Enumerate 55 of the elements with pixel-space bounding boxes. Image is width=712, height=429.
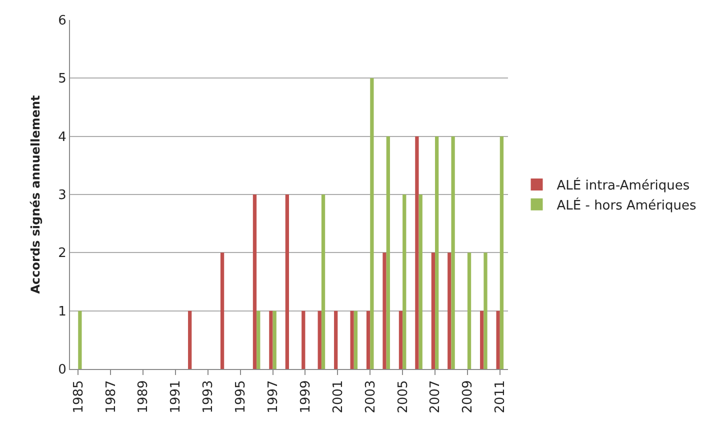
x-tick-label: 1989 <box>136 380 152 414</box>
bar <box>302 310 306 369</box>
bar <box>220 252 224 369</box>
bar <box>269 310 273 369</box>
bar <box>435 136 439 369</box>
bar <box>402 194 406 369</box>
bar <box>467 252 472 369</box>
bar <box>370 78 374 369</box>
bar <box>398 310 403 369</box>
bar <box>78 310 82 369</box>
y-tick-label: 0 <box>58 362 66 378</box>
x-tick-label: 1993 <box>201 380 216 414</box>
x-tick-label: 1987 <box>104 380 119 414</box>
bar <box>285 194 289 369</box>
bar <box>334 310 338 369</box>
bar <box>188 310 192 369</box>
x-tick-label: 1999 <box>298 380 314 414</box>
bar <box>350 310 354 369</box>
x-tick-label: 2009 <box>460 380 476 414</box>
y-tick-label: 3 <box>58 188 66 204</box>
bar <box>382 252 386 369</box>
x-tick-label: 2007 <box>428 380 444 414</box>
x-tick-label: 2001 <box>330 380 346 414</box>
legend-label: ALÉ - hors Amériques <box>556 196 697 214</box>
y-tick-label: 2 <box>58 246 66 262</box>
x-tick-label: 1991 <box>168 380 184 414</box>
bar <box>500 136 504 369</box>
bar <box>448 252 452 369</box>
bar <box>484 252 488 369</box>
bar <box>480 310 484 369</box>
y-axis-title: Accords signés annuellement <box>28 94 42 294</box>
y-tick-label: 4 <box>58 130 66 145</box>
bar <box>252 194 257 369</box>
x-tick-label: 1995 <box>234 380 249 414</box>
y-tick-label: 1 <box>58 304 66 320</box>
y-tick-label: 5 <box>58 72 66 87</box>
bar <box>256 310 260 369</box>
x-tick-label: 2005 <box>396 380 411 414</box>
bar <box>451 136 455 369</box>
bar <box>386 136 390 369</box>
bar <box>321 194 326 369</box>
bar <box>496 310 500 369</box>
y-tick-label: 6 <box>58 14 66 29</box>
bar <box>415 136 419 369</box>
x-tick-label: 1985 <box>71 380 86 414</box>
x-tick-label: 2011 <box>493 380 508 414</box>
x-tick-label: 2003 <box>363 380 378 414</box>
bar <box>318 310 322 369</box>
legend-label: ALÉ intra-Amériques <box>556 176 690 194</box>
bar <box>366 310 370 369</box>
bar <box>354 310 358 369</box>
x-tick-label: 1997 <box>266 380 282 414</box>
bar <box>272 310 276 369</box>
bar <box>418 194 422 369</box>
bar <box>431 252 435 369</box>
